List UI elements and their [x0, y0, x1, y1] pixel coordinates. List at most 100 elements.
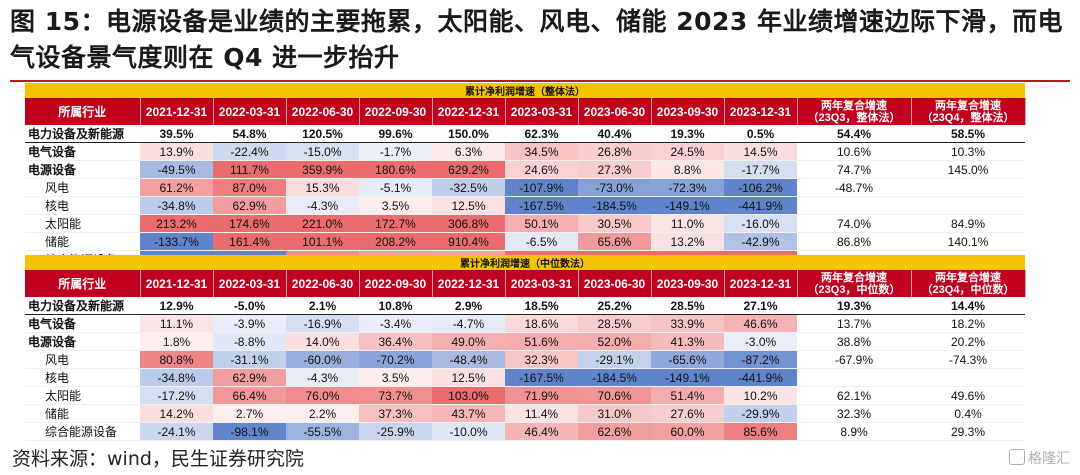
column-header: 两年复合增速 （23Q3，中位数）	[797, 270, 912, 297]
data-cell: 80.8%	[140, 350, 213, 369]
data-cell: 32.3%	[797, 404, 911, 423]
source-note: 资料来源：wind，民生证券研究院	[12, 448, 304, 470]
data-cell: -4.7%	[432, 314, 505, 333]
data-cell: 65.6%	[578, 232, 651, 251]
row-label: 核电	[25, 196, 140, 215]
data-cell: -16.0%	[724, 214, 797, 233]
data-cell: 101.1%	[286, 232, 359, 251]
data-cell	[911, 368, 1025, 387]
watermark-text: 格隆汇	[1028, 451, 1070, 467]
data-cell: 54.4%	[797, 125, 911, 143]
data-cell: -24.1%	[140, 422, 213, 441]
data-cell: 12.9%	[140, 297, 213, 315]
data-cell: 50.1%	[505, 214, 578, 233]
data-cell: 85.6%	[724, 422, 797, 441]
data-cell: -48.4%	[432, 350, 505, 369]
column-header: 2022-03-31	[213, 270, 287, 297]
data-cell: 26.8%	[578, 142, 651, 161]
data-cell: 28.5%	[578, 314, 651, 333]
data-cell: -3.0%	[724, 332, 797, 351]
data-cell: 49.6%	[911, 386, 1025, 405]
data-cell: -49.5%	[140, 160, 213, 179]
data-cell: 52.0%	[578, 332, 651, 351]
data-cell: 20.2%	[911, 332, 1025, 351]
data-cell: -106.2%	[724, 178, 797, 197]
data-cell: -133.7%	[140, 232, 213, 251]
data-cell: 13.7%	[797, 314, 911, 333]
data-cell: -441.9%	[724, 196, 797, 215]
data-cell: 28.5%	[651, 297, 724, 315]
data-cell: 40.4%	[578, 125, 651, 143]
data-cell: 0.4%	[911, 404, 1025, 423]
data-cell: 51.4%	[651, 386, 724, 405]
column-header: 2023-09-30	[651, 98, 725, 125]
data-cell: 120.5%	[286, 125, 359, 143]
data-cell: 70.6%	[578, 386, 651, 405]
data-cell: 37.3%	[359, 404, 432, 423]
table-row: 电气设备 11.1% -3.9% -16.9% -3.4% -4.7% 18.6% 28.5%…	[25, 314, 1025, 333]
data-cell: 71.9%	[505, 386, 578, 405]
data-cell: 306.8%	[432, 214, 505, 233]
data-cell: 13.2%	[651, 232, 724, 251]
data-cell: -87.2%	[724, 350, 797, 369]
row-label: 电气设备	[25, 142, 140, 161]
data-cell: -184.5%	[578, 368, 651, 387]
data-cell: 58.5%	[911, 125, 1025, 143]
data-cell: -29.9%	[724, 404, 797, 423]
data-cell: 2.7%	[213, 404, 286, 423]
data-cell: -17.2%	[140, 386, 213, 405]
data-cell: 24.6%	[505, 160, 578, 179]
row-label: 电力设备及新能源	[25, 125, 140, 143]
column-header: 2023-06-30	[578, 98, 652, 125]
data-cell: 213.2%	[140, 214, 213, 233]
data-cell: -17.7%	[724, 160, 797, 179]
data-cell: -5.0%	[213, 297, 286, 315]
data-cell: 18.6%	[505, 314, 578, 333]
data-cell: 33.9%	[651, 314, 724, 333]
data-cell: -65.6%	[651, 350, 724, 369]
table-row: 太阳能 213.2% 174.6% 221.0% 172.7% 306.8% 50.1% 30…	[25, 214, 1025, 233]
data-cell	[797, 368, 911, 387]
table-row: 储能 14.2% 2.7% 2.2% 37.3% 43.7% 11.4% 31.0% 27.6%…	[25, 404, 1025, 423]
data-cell: 15.3%	[286, 178, 359, 197]
data-cell: 25.2%	[578, 297, 651, 315]
data-cell	[911, 196, 1025, 215]
column-header: 两年复合增速 （23Q4，整体法）	[911, 98, 1026, 125]
data-cell: 221.0%	[286, 214, 359, 233]
watermark-logo-icon	[1009, 449, 1025, 465]
table-band-title: 累计净利润增速（中位数法）	[25, 255, 1025, 270]
data-cell: 74.0%	[797, 214, 911, 233]
data-cell: 43.7%	[432, 404, 505, 423]
data-cell: 1.8%	[140, 332, 213, 351]
data-cell: 27.3%	[578, 160, 651, 179]
data-cell: 66.4%	[213, 386, 286, 405]
column-header: 2022-09-30	[359, 98, 433, 125]
data-cell: 87.0%	[213, 178, 286, 197]
data-cell: 51.6%	[505, 332, 578, 351]
data-cell: 11.0%	[651, 214, 724, 233]
data-cell: 84.9%	[911, 214, 1025, 233]
data-cell: 0.5%	[724, 125, 797, 143]
data-cell: 150.0%	[432, 125, 505, 143]
data-cell: -167.5%	[505, 368, 578, 387]
table-row: 核电 -34.8% 62.9% -4.3% 3.5% 12.5% -167.5% -184.5…	[25, 368, 1025, 387]
row-label: 太阳能	[25, 214, 140, 233]
column-header: 2021-12-31	[140, 98, 214, 125]
data-cell: 8.9%	[797, 422, 911, 441]
data-cell: -74.3%	[911, 350, 1025, 369]
data-cell: 103.0%	[432, 386, 505, 405]
data-cell: 34.5%	[505, 142, 578, 161]
data-cell: -441.9%	[724, 368, 797, 387]
data-cell: 10.3%	[911, 142, 1025, 161]
data-cell: 46.6%	[724, 314, 797, 333]
table-row: 综合能源设备 -24.1% -98.1% -55.5% -25.9% -10.0% 46.4…	[25, 422, 1025, 441]
data-cell: 29.3%	[911, 422, 1025, 441]
data-cell: 62.6%	[578, 422, 651, 441]
column-header: 2023-12-31	[724, 98, 798, 125]
data-cell: 14.2%	[140, 404, 213, 423]
data-cell: 172.7%	[359, 214, 432, 233]
data-cell: 61.2%	[140, 178, 213, 197]
data-cell: 2.2%	[286, 404, 359, 423]
data-cell: 46.4%	[505, 422, 578, 441]
data-cell: -98.1%	[213, 422, 286, 441]
